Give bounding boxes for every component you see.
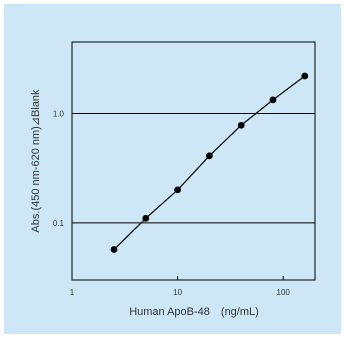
data-point-0-3 <box>205 152 213 160</box>
data-point-0-0 <box>110 246 118 253</box>
x-axis-ticks: 1 10 100 <box>70 276 291 297</box>
data-series <box>110 72 309 253</box>
x-tick-label-1: 10 <box>173 288 182 297</box>
plot-area <box>71 41 316 281</box>
x-tick-label-0: 1 <box>70 288 75 297</box>
y-tick-label-0: 0.1 <box>53 219 65 228</box>
data-point-0-4 <box>237 121 245 129</box>
data-point-0-5 <box>269 96 277 104</box>
x-axis-title: Human ApoB-48 (ng/mL) <box>129 306 259 318</box>
y-axis-ticks: 0.1 1.0 <box>53 109 65 227</box>
y-axis-title: Abs.(450 nm-620 nm)⊿Blank <box>30 89 42 233</box>
data-point-0-1 <box>142 214 150 222</box>
gridlines <box>72 112 315 224</box>
figure-panel <box>4 4 341 334</box>
data-point-0-2 <box>174 186 182 194</box>
data-point-0-6 <box>301 72 309 80</box>
x-tick-label-2: 100 <box>277 288 291 297</box>
series-line-0 <box>113 75 306 250</box>
y-tick-label-1: 1.0 <box>53 109 65 118</box>
